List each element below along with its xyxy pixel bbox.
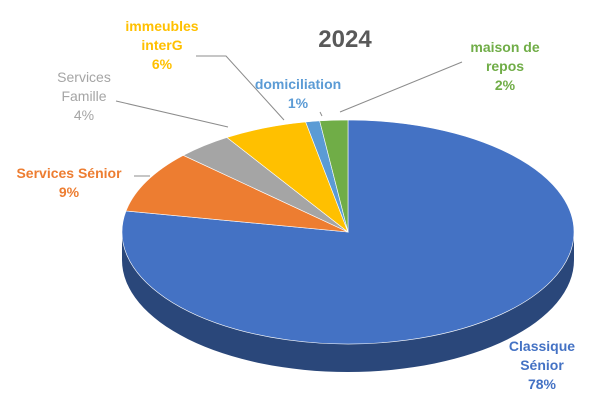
pie-slices — [121, 119, 575, 345]
slice-label-line: domiciliation — [254, 76, 342, 92]
slice-label-line: Famille — [61, 88, 107, 104]
slice-label-immeubles-interg: immeubles interG 6% — [114, 17, 210, 74]
leader-line — [196, 55, 285, 121]
slice-label-line: interG — [141, 37, 183, 53]
slice-value-label: 1% — [287, 95, 309, 111]
pie-slice-services-s-nior — [125, 154, 349, 233]
slice-label-line: Sénior — [520, 357, 564, 373]
slice-label-domiciliation: domiciliation 1% — [240, 75, 356, 113]
slice-label-line: repos — [485, 58, 525, 74]
pie-side-walls — [122, 232, 574, 372]
slice-label-maison-de-repos: maison de repos 2% — [450, 38, 560, 95]
slice-value-label: 78% — [527, 376, 557, 392]
slice-value-label: 6% — [151, 56, 173, 72]
slice-value-label: 2% — [494, 77, 516, 93]
slice-label-classique-senior: Classique Sénior 78% — [492, 337, 592, 394]
pie-slice-maison-de-repos — [319, 119, 349, 233]
slice-value-label: 4% — [73, 107, 95, 123]
pie-slice-side — [122, 232, 574, 372]
leader-line — [115, 100, 229, 128]
slice-value-label: 9% — [58, 184, 80, 200]
slice-label-line: Services Sénior — [16, 165, 122, 181]
slice-label-line: immeubles — [125, 18, 199, 34]
slice-label-line: Services — [57, 69, 111, 85]
leader-lines — [115, 55, 463, 177]
leader-line — [319, 111, 323, 117]
leader-line — [339, 61, 463, 113]
slice-label-services-senior: Services Sénior 9% — [4, 164, 134, 202]
slice-label-services-famille: Services Famille 4% — [36, 68, 132, 125]
slice-label-line: maison de — [470, 39, 540, 55]
chart-title: 2024 — [318, 26, 372, 53]
slice-label-line: Classique — [508, 338, 576, 354]
